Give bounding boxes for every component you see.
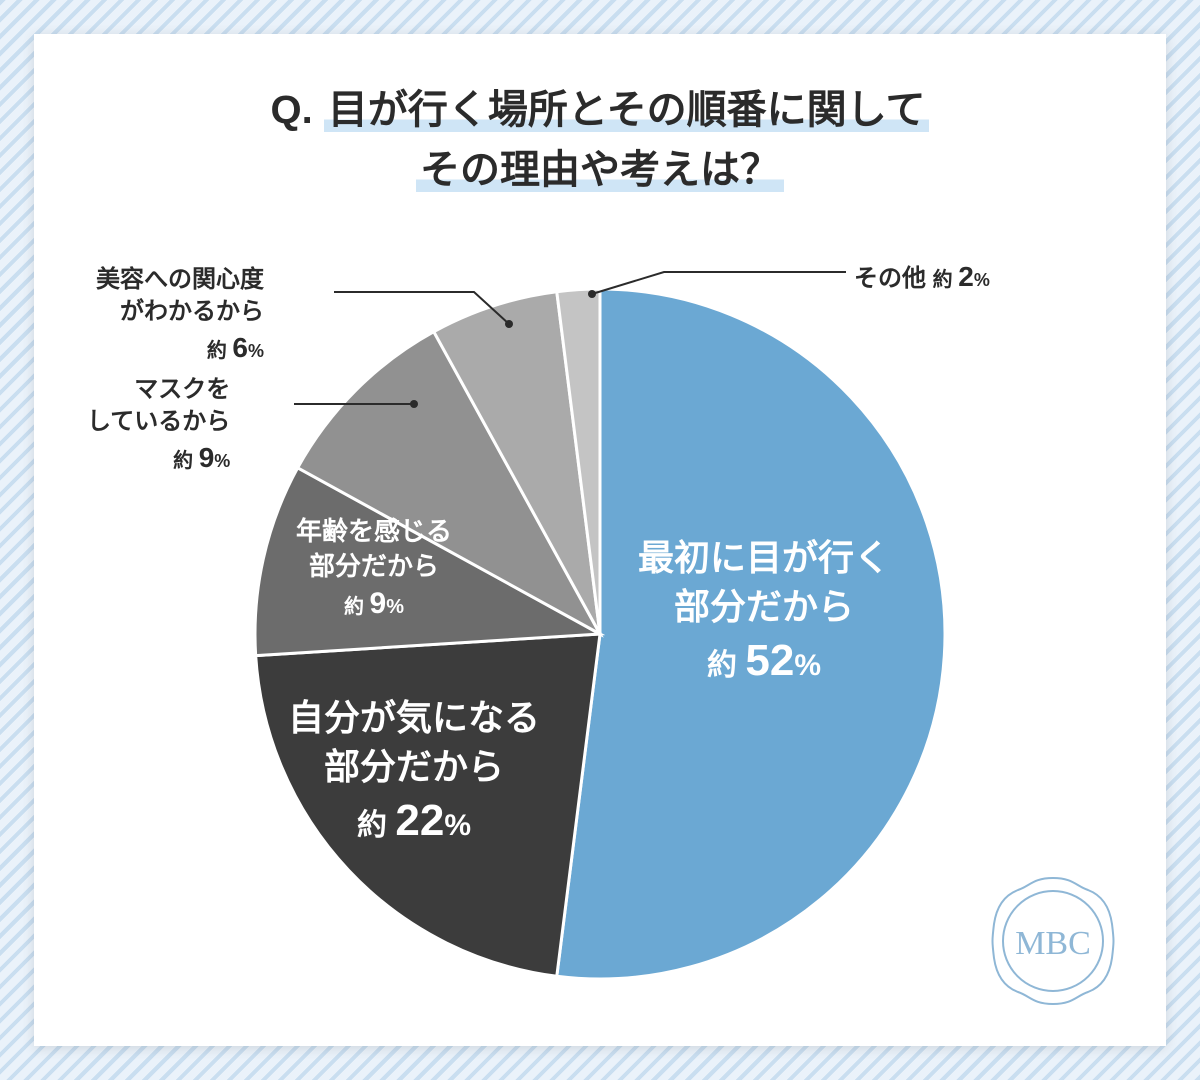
brand-logo-text: MBC (1015, 925, 1091, 962)
ext-label-mask: マスクをしているから約 9% (87, 374, 230, 477)
slice-label-first_eye: 最初に目が行く部分だから約 52% (638, 534, 890, 691)
card: Q. 目が行く場所とその順番に関して その理由や考えは？ 最初に目が行く部分だか… (34, 34, 1166, 1046)
slice-label-self_care: 自分が気になる部分だから約 22% (288, 694, 540, 851)
brand-logo: MBC (978, 866, 1128, 1016)
ext-label-other: その他 約 2% (854, 258, 990, 296)
title-line1: 目が行く場所とその順番に関して (324, 88, 930, 132)
slice-label-age_feel: 年齢を感じる部分だから約 9% (296, 514, 452, 625)
chart-title: Q. 目が行く場所とその順番に関して その理由や考えは？ (34, 34, 1166, 200)
ext-label-beauty: 美容への関心度がわかるから約 6% (96, 264, 264, 367)
title-line2: その理由や考えは？ (416, 148, 784, 192)
title-q-prefix: Q. (271, 88, 313, 132)
